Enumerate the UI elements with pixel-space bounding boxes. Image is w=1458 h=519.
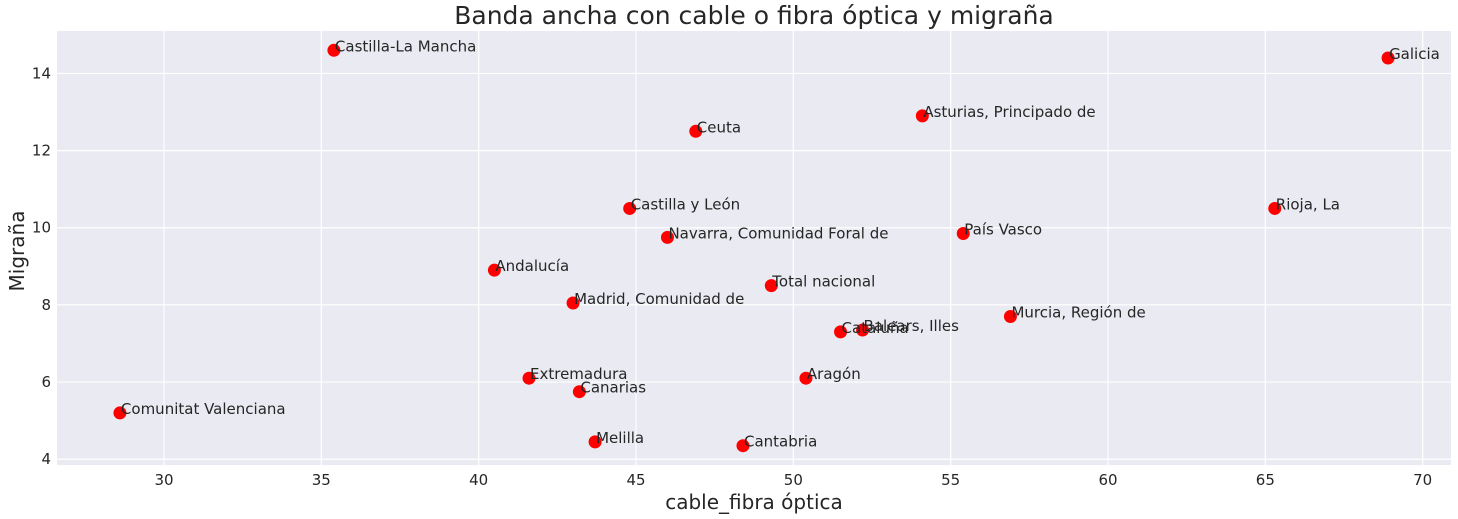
point-label: Canarias [580, 379, 646, 397]
point-label: Madrid, Comunidad de [574, 290, 744, 308]
data-point [764, 279, 778, 293]
data-point [1003, 309, 1017, 323]
point-label: Cantabria [744, 433, 817, 451]
x-axis-label: cable_fibra óptica [665, 490, 843, 514]
point-label: Cataluña [842, 319, 909, 337]
y-tick-label: 12 [32, 142, 51, 160]
x-tick-label: 35 [312, 471, 331, 489]
point-label: Melilla [596, 429, 644, 447]
x-tick-label: 30 [154, 471, 173, 489]
x-tick-label: 50 [784, 471, 803, 489]
data-point [856, 323, 870, 337]
point-label: Balears, Illes [864, 317, 960, 335]
point-label: Aragón [807, 365, 861, 383]
data-point [327, 43, 341, 57]
data-point [834, 325, 848, 339]
data-point [1268, 201, 1282, 215]
data-points [113, 43, 1395, 453]
point-label: Castilla y León [631, 195, 740, 213]
point-label: Andalucía [495, 257, 569, 275]
point-label: Castilla-La Mancha [335, 37, 476, 55]
x-gridlines [163, 31, 1424, 465]
data-point [522, 371, 536, 385]
point-label: País Vasco [964, 221, 1042, 239]
data-point [566, 296, 580, 310]
x-tick-label: 40 [469, 471, 488, 489]
point-label: Comunitat Valenciana [121, 400, 286, 418]
data-point [689, 124, 703, 138]
y-tick-label: 14 [32, 64, 51, 82]
point-label: Murcia, Región de [1011, 303, 1145, 321]
point-label: Galicia [1389, 45, 1440, 63]
data-point [572, 385, 586, 399]
x-tick-labels: 30 35 40 45 50 55 60 65 70 [154, 471, 1432, 489]
x-tick-label: 70 [1413, 471, 1432, 489]
point-label: Rioja, La [1276, 195, 1340, 213]
data-point [113, 406, 127, 420]
y-tick-label: 10 [32, 219, 51, 237]
y-axis-label: Migraña [5, 211, 29, 292]
plot-area [57, 31, 1451, 465]
chart-title: Banda ancha con cable o fibra óptica y m… [454, 1, 1054, 30]
data-point [588, 435, 602, 449]
data-point [660, 230, 674, 244]
y-gridlines [57, 72, 1451, 460]
point-label: Ceuta [697, 118, 741, 136]
data-point [487, 263, 501, 277]
point-label: Navarra, Comunidad Foral de [668, 224, 888, 242]
point-label: Extremadura [530, 365, 628, 383]
point-label: Asturias, Principado de [923, 103, 1095, 121]
x-tick-label: 55 [941, 471, 960, 489]
point-label: Total nacional [771, 273, 875, 291]
data-point [956, 227, 970, 241]
y-tick-labels: 4 6 8 10 12 14 [32, 64, 51, 468]
x-tick-label: 65 [1256, 471, 1275, 489]
y-tick-label: 4 [41, 450, 51, 468]
data-point [915, 109, 929, 123]
y-tick-label: 6 [41, 373, 51, 391]
data-point [736, 439, 750, 453]
x-tick-label: 45 [626, 471, 645, 489]
y-tick-label: 8 [41, 296, 51, 314]
data-point [799, 371, 813, 385]
point-labels: Castilla-La Mancha Galicia Asturias, Princ… [121, 37, 1440, 450]
x-tick-label: 60 [1098, 471, 1117, 489]
data-point [623, 201, 637, 215]
data-point [1381, 51, 1395, 65]
